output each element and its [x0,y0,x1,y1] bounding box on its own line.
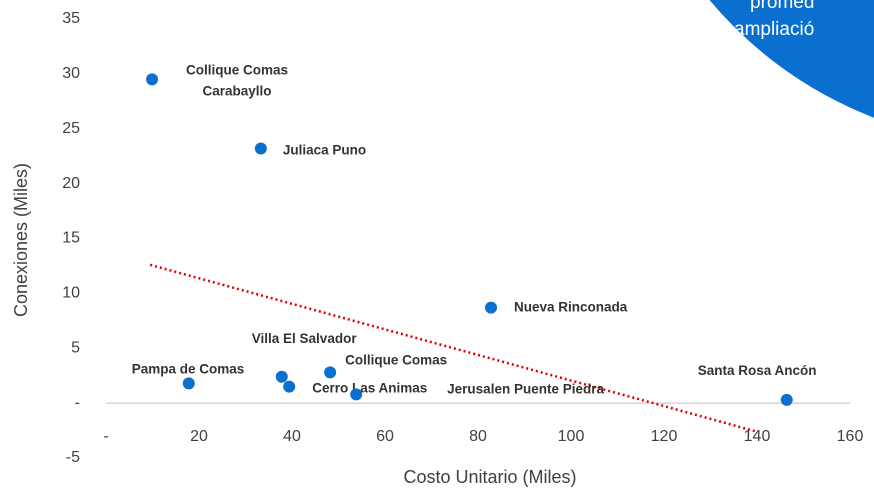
data-label: Nueva Rinconada [514,299,628,314]
point [283,380,296,393]
x-tick-label: 160 [837,428,864,445]
x-tick-label: 100 [558,428,585,445]
y-tick-label: - [75,394,80,411]
data-label: Pampa de Comas [132,361,245,376]
trendline [149,263,758,433]
y-tick-label: 20 [62,175,80,192]
y-tick-label: -5 [66,449,80,466]
callout-text: ampliació [734,19,814,40]
callout-text: promed [750,0,814,13]
y-tick-label: 15 [62,230,80,247]
point [350,388,363,401]
x-tick-label: 20 [190,428,208,445]
point [485,301,498,314]
data-label: Juliaca Puno [283,142,366,157]
callout-circle [709,0,874,118]
x-tick-label: 60 [376,428,394,445]
point [324,366,337,379]
point [182,377,195,390]
data-label: Santa Rosa Ancón [698,362,817,377]
y-tick-label: 35 [62,10,80,27]
data-label: Cerro Las Animas [312,380,427,395]
data-label: Collique Comas [345,352,447,367]
x-tick-label: 140 [744,428,771,445]
x-tick-label: 120 [651,428,678,445]
y-tick-label: 30 [62,65,80,82]
data-label: Collique Comas Carabayllo [186,62,288,98]
y-tick-label: 5 [71,339,80,356]
point [780,393,793,406]
x-tick-label: 80 [469,428,487,445]
point [254,142,267,155]
y-tick-label: 25 [62,120,80,137]
x-tick-label: - [103,428,108,445]
x-tick-label: 40 [283,428,301,445]
y-tick-label: 10 [62,285,80,302]
point [146,73,159,86]
data-label: Villa El Salvador [252,330,358,345]
data-label: Jerusalen Puente Piedra [447,381,604,396]
point [275,370,288,383]
y-axis-title: Conexiones (Miles) [11,163,31,317]
x-axis-title: Costo Unitario (Miles) [403,467,576,487]
